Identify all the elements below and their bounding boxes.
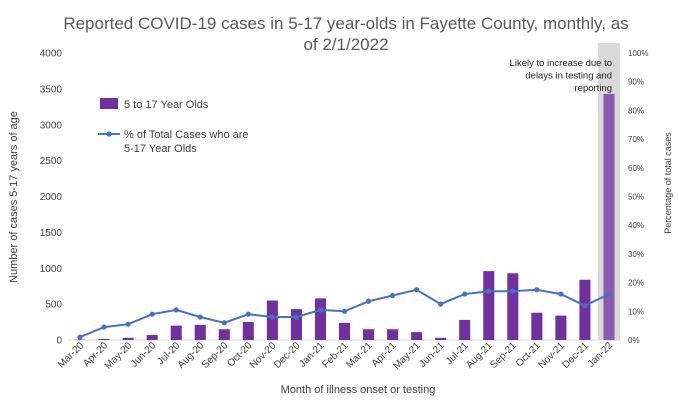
bar <box>314 298 326 340</box>
line-point <box>317 307 324 313</box>
y2-tick-label: 100% <box>628 49 648 58</box>
annotation-text: delays in testing and <box>525 71 612 82</box>
line-point <box>389 292 396 299</box>
x-tick-label: Jun-21 <box>417 340 447 370</box>
y2-tick-label: 10% <box>628 307 644 316</box>
bar <box>170 325 182 340</box>
bar <box>122 337 134 340</box>
bar <box>363 329 375 340</box>
x-tick-label: Sep-21 <box>488 340 519 371</box>
x-axis-label: Month of illness onset or testing <box>281 384 436 396</box>
x-tick-label: May-20 <box>103 340 135 372</box>
legend-swatch-marker <box>106 131 112 137</box>
y-tick-label: 3500 <box>40 84 63 95</box>
bar <box>507 273 519 340</box>
annotation-text: Likely to increase due to <box>510 58 612 69</box>
x-tick-label: Jun-20 <box>129 340 159 370</box>
x-tick-label: May-21 <box>391 340 423 372</box>
y-tick-label: 0 <box>56 336 62 347</box>
y2-tick-label: 80% <box>628 106 644 115</box>
line-point <box>221 320 227 326</box>
line-point <box>365 298 372 304</box>
line-point <box>510 288 516 294</box>
chart-title-line-1: Reported COVID-19 cases in 5-17 year-old… <box>63 14 628 33</box>
y2-tick-label: 60% <box>628 164 644 173</box>
line-point <box>245 311 251 317</box>
legend-swatch-bar <box>100 98 118 109</box>
line-point <box>77 334 83 340</box>
bar <box>555 315 567 340</box>
line-point <box>414 287 420 293</box>
bar <box>411 332 423 340</box>
line-point <box>558 291 564 297</box>
x-tick-label: Dec-21 <box>560 340 591 371</box>
y-tick-label: 1000 <box>40 264 63 275</box>
bar <box>98 338 110 340</box>
line-point <box>149 311 155 317</box>
line-point <box>534 287 540 293</box>
y-tick-label: 3000 <box>40 120 63 131</box>
line-point <box>125 321 131 327</box>
bar <box>338 322 351 340</box>
x-tick-label: Jan-22 <box>586 340 616 370</box>
x-tick-label: Mar-21 <box>344 340 374 370</box>
line-point <box>293 314 300 320</box>
chart-title-line-2: of 2/1/2022 <box>303 35 388 54</box>
legend-label-line: 5-17 Year Olds <box>124 143 197 155</box>
line-point <box>582 302 588 309</box>
y-axis-label: Number of cases 5-17 years of age <box>8 111 20 283</box>
y2-tick-label: 20% <box>628 279 644 288</box>
bar <box>242 322 254 340</box>
line-point <box>269 314 275 320</box>
bar <box>483 271 495 340</box>
line-point <box>462 291 468 297</box>
x-tick-label: Sep-20 <box>200 340 231 371</box>
y-tick-label: 2000 <box>40 192 63 203</box>
bar <box>435 337 447 340</box>
line-point <box>606 291 612 297</box>
bar <box>218 329 230 340</box>
line-point <box>486 288 492 294</box>
bar <box>146 334 158 340</box>
legend-label-bar: 5 to 17 Year Olds <box>124 99 209 111</box>
bar <box>579 279 591 340</box>
line-point <box>438 301 444 307</box>
y2-tick-label: 40% <box>628 221 644 230</box>
annotation-text: reporting <box>575 83 613 94</box>
bar <box>531 312 543 340</box>
line-point <box>173 307 179 313</box>
line-point <box>197 314 203 320</box>
y-tick-label: 500 <box>45 300 62 311</box>
y2-tick-label: 90% <box>628 78 644 87</box>
y2-tick-label: 50% <box>628 193 644 202</box>
bar <box>266 300 278 340</box>
y2-tick-label: 70% <box>628 135 644 144</box>
line-point <box>341 308 348 314</box>
bar <box>603 93 615 341</box>
bar <box>387 329 399 340</box>
bar <box>290 309 302 340</box>
y2-tick-label: 30% <box>628 250 644 259</box>
y2-axis-label: Percentage of total cases <box>663 132 673 234</box>
y2-tick-label: 0% <box>628 336 640 345</box>
legend-label-line: % of Total Cases who are <box>124 129 249 141</box>
y-tick-label: 2500 <box>40 156 63 167</box>
x-tick-label: Dec-20 <box>272 340 303 371</box>
y-tick-label: 4000 <box>40 49 63 60</box>
line-point <box>101 324 107 330</box>
bar <box>194 324 206 340</box>
bar <box>459 319 471 340</box>
y-tick-label: 1500 <box>40 228 63 239</box>
